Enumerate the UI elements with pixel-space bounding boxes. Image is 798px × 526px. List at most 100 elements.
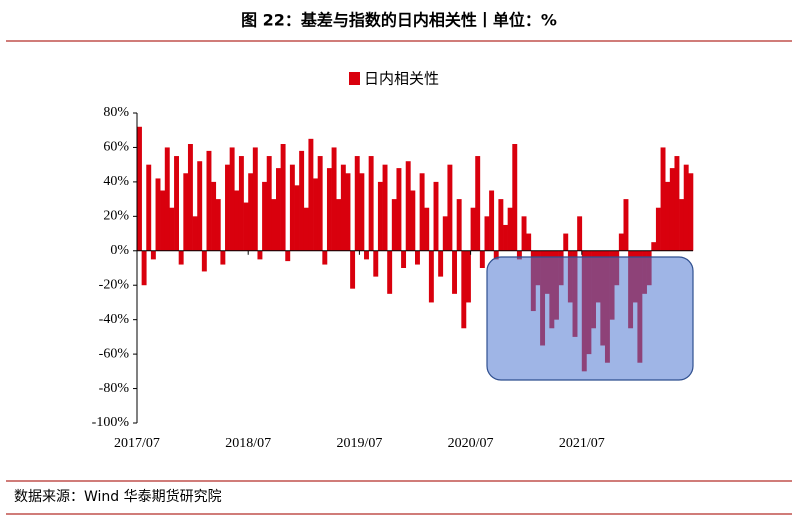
bar — [211, 181, 217, 251]
bar — [679, 199, 685, 251]
bar — [146, 164, 152, 251]
bar — [197, 161, 203, 251]
y-tick-label: 80% — [103, 105, 129, 120]
bar — [669, 168, 675, 251]
bar — [396, 168, 402, 251]
bar — [317, 156, 323, 251]
bar — [155, 178, 161, 251]
bar — [507, 207, 513, 251]
bar — [433, 181, 439, 251]
bar — [452, 250, 457, 294]
bar — [192, 216, 198, 251]
bar — [377, 181, 383, 251]
bar — [280, 144, 286, 251]
bar — [178, 250, 184, 265]
bar — [150, 250, 156, 260]
bar — [229, 147, 235, 251]
bar — [424, 207, 430, 251]
bar — [683, 164, 689, 251]
bar — [354, 156, 360, 251]
bar — [651, 242, 657, 251]
bar — [503, 224, 508, 251]
bar — [410, 190, 416, 251]
bar — [623, 199, 629, 251]
bar — [660, 147, 666, 251]
bar — [447, 164, 453, 251]
bar — [401, 250, 407, 268]
bar — [479, 250, 485, 268]
bar — [419, 173, 425, 251]
bar — [183, 173, 189, 251]
bar — [442, 216, 448, 251]
bar — [252, 147, 258, 251]
bar — [498, 199, 504, 251]
bar — [326, 168, 332, 251]
bar — [382, 164, 388, 251]
y-tick-label: -60% — [99, 346, 130, 361]
bar — [526, 233, 532, 251]
bar — [428, 250, 434, 303]
bar — [243, 202, 249, 251]
bar — [206, 150, 212, 251]
bar — [285, 250, 291, 262]
bar — [456, 199, 462, 251]
bar — [655, 207, 661, 251]
y-tick-label: 20% — [103, 209, 129, 224]
bar — [516, 250, 522, 260]
bar — [137, 126, 142, 251]
y-tick-label: 60% — [103, 140, 129, 155]
bar — [289, 164, 295, 251]
bar — [308, 138, 314, 251]
bar — [350, 250, 356, 289]
bar — [303, 207, 309, 251]
y-tick-label: -80% — [99, 381, 130, 396]
bar — [322, 250, 328, 265]
bar — [438, 250, 444, 277]
y-tick-label: -100% — [92, 415, 130, 430]
y-tick-label: -20% — [99, 277, 130, 292]
legend-label: 日内相关性 — [364, 70, 439, 88]
bar — [484, 216, 490, 251]
x-tick-label: 2019/07 — [336, 436, 382, 451]
x-tick-label: 2017/07 — [114, 436, 160, 451]
bar — [340, 164, 346, 251]
y-tick-label: -40% — [99, 312, 130, 327]
y-tick-label: 40% — [103, 174, 129, 189]
x-tick-label: 2018/07 — [225, 436, 271, 451]
bar — [391, 199, 397, 251]
bar — [276, 168, 281, 251]
chart-title: 图 22：基差与指数的日内相关性丨单位：% — [241, 11, 557, 30]
bar — [577, 216, 583, 251]
bar — [313, 178, 318, 251]
bar — [373, 250, 379, 277]
bar — [215, 199, 221, 251]
bar — [141, 250, 147, 286]
bar — [336, 199, 342, 251]
highlight-box — [486, 256, 694, 381]
bar — [461, 250, 467, 329]
bar — [187, 144, 193, 251]
bar — [521, 216, 527, 251]
bar — [266, 156, 272, 251]
bar — [262, 181, 268, 251]
bar — [169, 207, 175, 251]
source-note: 数据来源：Wind 华泰期货研究院 — [14, 488, 222, 505]
bar — [618, 233, 624, 251]
bar — [294, 185, 300, 251]
bar — [234, 190, 240, 251]
bar — [160, 190, 166, 251]
bar — [470, 207, 476, 251]
bar — [674, 156, 680, 251]
bar — [201, 250, 207, 272]
x-tick-label: 2021/07 — [559, 436, 605, 451]
bar — [220, 250, 226, 265]
bar — [364, 250, 369, 260]
bar — [225, 164, 230, 251]
bar — [238, 156, 244, 251]
bar — [512, 144, 518, 251]
bar — [563, 233, 569, 251]
bar — [475, 156, 481, 251]
bar — [415, 250, 420, 265]
bar — [174, 156, 179, 251]
